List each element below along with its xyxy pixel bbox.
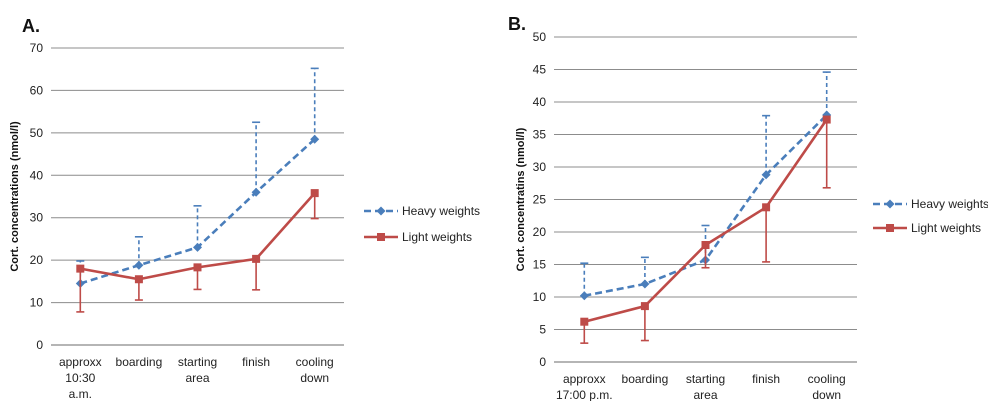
data-point-diamond xyxy=(761,170,771,180)
y-tick-label: 10 xyxy=(30,296,44,310)
series-heavy-weights xyxy=(75,67,320,288)
y-axis-label: Cort. concentratins (nmol/l) xyxy=(515,127,527,271)
legend-label: Light weights xyxy=(911,221,981,235)
legend-entry: Light weights xyxy=(364,230,472,244)
legend-marker xyxy=(885,199,895,209)
data-point-square xyxy=(76,264,85,273)
series-light-weights xyxy=(580,115,831,344)
series-line xyxy=(584,114,828,297)
x-tick-label: starting area xyxy=(178,355,217,385)
chart-panel-2: 0 5 10 15 20 25 30 35 40 45 50 approxx 17:00 p.m. boa… xyxy=(508,14,988,401)
y-tick-label: 30 xyxy=(30,211,44,225)
data-point-diamond xyxy=(193,242,202,252)
legend-marker xyxy=(376,206,386,216)
y-tick-label: 25 xyxy=(533,193,547,207)
data-point-square xyxy=(762,203,771,212)
data-point-square xyxy=(252,254,261,263)
data-point-square xyxy=(640,302,649,311)
series-light-weights xyxy=(76,189,319,313)
x-tick-label: cooling down xyxy=(808,372,846,401)
y-tick-label: 40 xyxy=(30,168,44,182)
y-tick-label: 45 xyxy=(533,63,547,77)
y-tick-label: 50 xyxy=(533,30,547,44)
data-point-square xyxy=(580,317,589,326)
legend-entry: Light weights xyxy=(873,221,981,235)
legend-label: Heavy weights xyxy=(402,204,480,218)
legend-marker xyxy=(886,224,894,232)
x-tick-label: approxx 17:00 p.m. xyxy=(556,372,613,401)
chart-panel-1: 0 10 20 30 40 50 60 70 approxx 10:30 a.m. boarding s… xyxy=(9,16,480,401)
y-axis-label: Cort. concentrations (nmol/l) xyxy=(9,121,21,272)
panel-label: B. xyxy=(508,14,526,34)
y-tick-label: 30 xyxy=(533,160,547,174)
y-tick-label: 20 xyxy=(30,253,44,267)
legend-entry: Heavy weights xyxy=(364,204,480,218)
y-tick-label: 15 xyxy=(533,258,547,272)
x-tick-label: boarding xyxy=(116,355,163,369)
x-tick-label: approxx 10:30 a.m. xyxy=(59,355,102,401)
data-point-square xyxy=(822,115,831,124)
panel-label: A. xyxy=(22,16,40,36)
x-tick-label: finish xyxy=(242,355,270,369)
x-tick-label: cooling down xyxy=(296,355,334,385)
y-tick-label: 0 xyxy=(36,338,43,352)
y-tick-label: 35 xyxy=(533,128,547,142)
x-tick-label: boarding xyxy=(622,372,669,386)
data-point-diamond xyxy=(134,260,144,270)
y-tick-label: 20 xyxy=(533,225,547,239)
x-tick-label: finish xyxy=(752,372,780,386)
data-point-square xyxy=(134,275,143,284)
legend-label: Light weights xyxy=(402,230,472,244)
legend-label: Heavy weights xyxy=(911,197,988,211)
y-tick-label: 10 xyxy=(533,290,547,304)
legend-marker xyxy=(377,233,385,241)
y-tick-label: 50 xyxy=(30,126,44,140)
legend-entry: Heavy weights xyxy=(873,197,988,211)
data-point-square xyxy=(701,241,710,249)
y-tick-label: 0 xyxy=(539,355,546,369)
y-tick-label: 70 xyxy=(30,41,44,55)
data-point-diamond xyxy=(579,291,589,301)
data-point-square xyxy=(310,189,319,198)
y-tick-label: 40 xyxy=(533,95,547,109)
data-point-diamond xyxy=(640,279,650,289)
data-point-diamond xyxy=(310,134,320,144)
data-point-diamond xyxy=(251,187,261,197)
y-tick-label: 60 xyxy=(30,83,44,97)
y-tick-label: 5 xyxy=(539,323,546,337)
x-tick-label: starting area xyxy=(686,372,725,401)
data-point-square xyxy=(193,263,202,272)
